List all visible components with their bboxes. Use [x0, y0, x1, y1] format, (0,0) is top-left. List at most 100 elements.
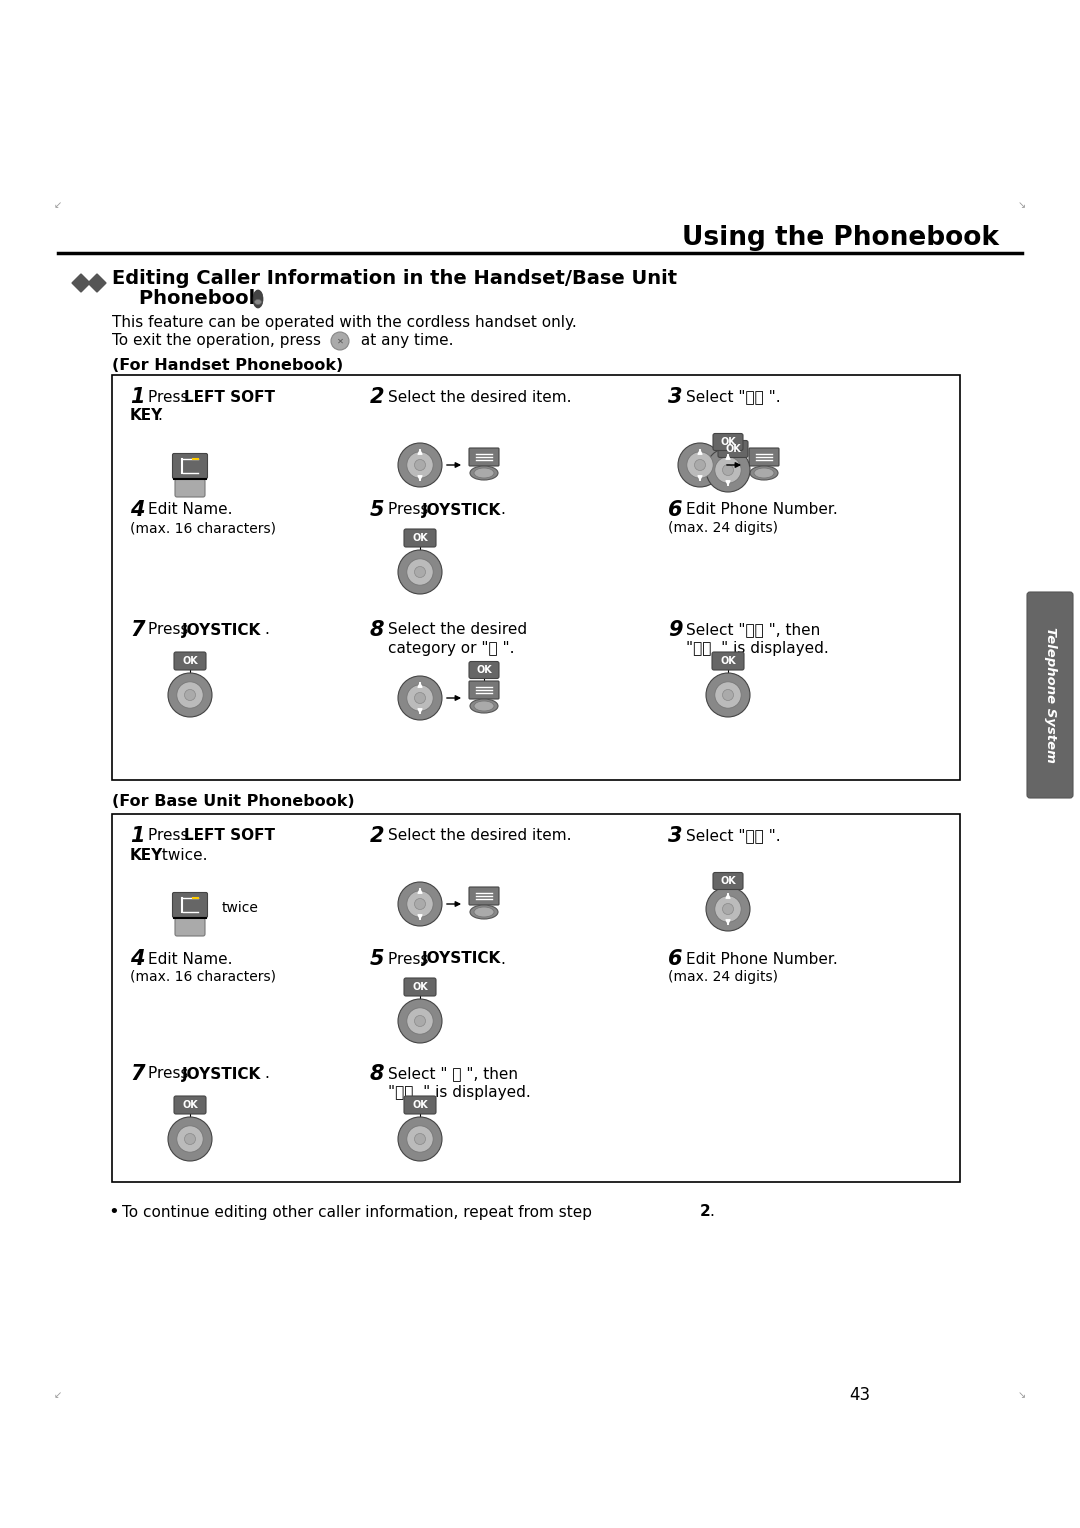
Circle shape [407, 559, 433, 585]
Circle shape [168, 1117, 212, 1161]
Text: (max. 24 digits): (max. 24 digits) [669, 970, 778, 984]
Circle shape [706, 672, 750, 717]
Text: 6: 6 [669, 949, 683, 969]
Text: 2: 2 [370, 387, 384, 406]
Text: at any time.: at any time. [356, 333, 454, 348]
Text: (For Base Unit Phonebook): (For Base Unit Phonebook) [112, 795, 354, 810]
Circle shape [715, 681, 741, 707]
Text: OK: OK [725, 445, 741, 454]
Text: Press: Press [148, 390, 193, 405]
Text: Select the desired: Select the desired [388, 622, 527, 637]
Text: ↘: ↘ [1018, 200, 1026, 209]
FancyBboxPatch shape [469, 886, 499, 905]
Circle shape [706, 448, 750, 492]
Text: •: • [108, 1203, 119, 1221]
Text: JOYSTICK: JOYSTICK [183, 1067, 261, 1082]
FancyBboxPatch shape [469, 448, 499, 466]
Text: category or "模 ".: category or "模 ". [388, 642, 514, 657]
Circle shape [399, 550, 442, 594]
Polygon shape [72, 274, 90, 292]
Circle shape [687, 452, 713, 478]
Text: Select " 紙 ", then: Select " 紙 ", then [388, 1067, 518, 1082]
Circle shape [177, 1126, 203, 1152]
FancyBboxPatch shape [175, 478, 205, 497]
Text: ✕: ✕ [337, 336, 343, 345]
Circle shape [177, 681, 203, 707]
Text: 7: 7 [130, 1063, 145, 1083]
Polygon shape [87, 274, 106, 292]
Text: (For Handset Phonebook): (For Handset Phonebook) [112, 358, 343, 373]
Text: OK: OK [413, 983, 428, 992]
Circle shape [706, 886, 750, 931]
FancyBboxPatch shape [404, 529, 436, 547]
Ellipse shape [474, 468, 494, 478]
FancyBboxPatch shape [174, 1096, 206, 1114]
Text: KEY: KEY [130, 848, 163, 862]
Circle shape [415, 567, 426, 578]
Circle shape [399, 1117, 442, 1161]
Text: Press: Press [388, 952, 433, 967]
FancyBboxPatch shape [173, 454, 207, 478]
Text: Edit Name.: Edit Name. [148, 952, 232, 967]
Text: Select the desired item.: Select the desired item. [388, 390, 571, 405]
Text: KEY: KEY [130, 408, 163, 423]
Text: To exit the operation, press: To exit the operation, press [112, 333, 321, 348]
Text: 1: 1 [130, 827, 145, 847]
Circle shape [185, 1134, 195, 1144]
Text: 8: 8 [370, 620, 384, 640]
Circle shape [399, 882, 442, 926]
Text: 43: 43 [850, 1386, 870, 1404]
Text: Press: Press [148, 828, 193, 843]
Text: Phonebook: Phonebook [112, 289, 261, 309]
Text: 6: 6 [669, 500, 683, 520]
Text: Edit Phone Number.: Edit Phone Number. [686, 952, 838, 967]
FancyBboxPatch shape [469, 662, 499, 678]
Circle shape [399, 443, 442, 487]
Text: Editing Caller Information in the Handset/Base Unit: Editing Caller Information in the Handse… [112, 269, 677, 287]
Text: .: . [500, 952, 504, 967]
Circle shape [723, 689, 733, 700]
Ellipse shape [470, 466, 498, 480]
Text: JOYSTICK: JOYSTICK [422, 952, 501, 967]
Text: LEFT SOFT: LEFT SOFT [184, 390, 275, 405]
Circle shape [399, 675, 442, 720]
Ellipse shape [474, 908, 494, 917]
Text: JOYSTICK: JOYSTICK [422, 503, 501, 518]
Text: (max. 16 characters): (max. 16 characters) [130, 521, 276, 535]
Circle shape [715, 895, 741, 923]
Text: To continue editing other caller information, repeat from step: To continue editing other caller informa… [122, 1204, 597, 1219]
Circle shape [407, 452, 433, 478]
Circle shape [415, 1016, 426, 1027]
Text: Telephone System: Telephone System [1043, 626, 1056, 762]
Text: "胝博  " is displayed.: "胝博 " is displayed. [686, 642, 828, 657]
Circle shape [407, 1008, 433, 1034]
Text: 9: 9 [669, 620, 683, 640]
Text: 5: 5 [370, 500, 384, 520]
Text: .: . [708, 1204, 714, 1219]
FancyBboxPatch shape [404, 978, 436, 996]
Text: 7: 7 [130, 620, 145, 640]
Ellipse shape [474, 701, 494, 711]
Circle shape [694, 460, 705, 471]
Circle shape [399, 999, 442, 1044]
Text: JOYSTICK: JOYSTICK [183, 622, 261, 637]
Text: 8: 8 [370, 1063, 384, 1083]
FancyBboxPatch shape [713, 434, 743, 451]
Ellipse shape [253, 290, 264, 309]
Circle shape [415, 1134, 426, 1144]
FancyBboxPatch shape [112, 814, 960, 1183]
Circle shape [407, 1126, 433, 1152]
Circle shape [723, 903, 733, 914]
Text: OK: OK [720, 437, 735, 448]
Text: twice.: twice. [157, 848, 207, 862]
Text: OK: OK [720, 656, 735, 666]
Text: Select "勁叠 ".: Select "勁叠 ". [686, 828, 781, 843]
Circle shape [415, 898, 426, 909]
FancyBboxPatch shape [469, 681, 499, 698]
Text: OK: OK [720, 876, 735, 886]
Circle shape [168, 672, 212, 717]
Text: ↘: ↘ [1018, 1390, 1026, 1400]
Ellipse shape [470, 698, 498, 714]
Text: 4: 4 [130, 500, 145, 520]
Circle shape [715, 457, 741, 483]
